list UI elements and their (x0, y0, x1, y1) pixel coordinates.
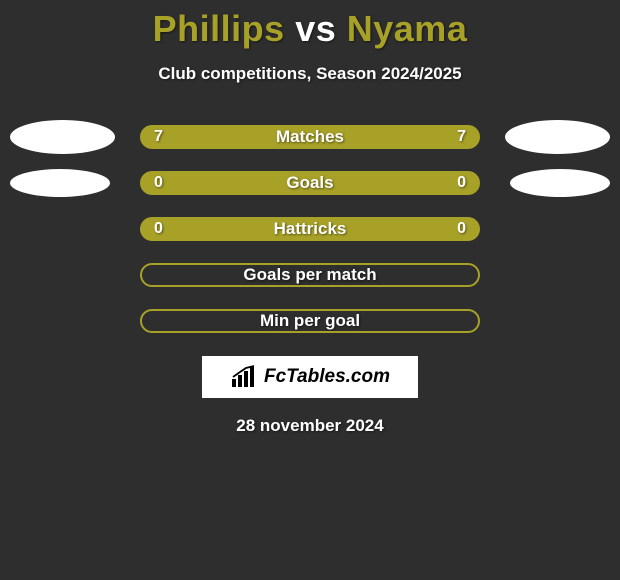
stat-row: Goals per match (140, 263, 480, 287)
stat-label: Min per goal (142, 311, 478, 331)
stat-right-value: 0 (457, 174, 466, 192)
stat-label: Goals per match (142, 265, 478, 285)
right-badge-icon (510, 169, 610, 197)
stat-wrap: Hattricks0 0 (0, 206, 620, 252)
stat-label: Matches (140, 127, 480, 147)
stat-row: Matches7 7 (140, 125, 480, 149)
vs-separator: vs (295, 8, 336, 49)
watermark: FcTables.com (202, 356, 418, 398)
stat-wrap: Min per goal (0, 298, 620, 344)
watermark-icon (230, 365, 258, 389)
stat-label: Goals (140, 173, 480, 193)
stat-row: Hattricks0 0 (140, 217, 480, 241)
stat-row: Min per goal (140, 309, 480, 333)
stat-left-value: 7 (154, 128, 163, 146)
stat-right-value: 0 (457, 220, 466, 238)
page-title: Phillips vs Nyama (0, 0, 620, 50)
watermark-text: FcTables.com (264, 366, 390, 388)
left-badge-icon (10, 169, 110, 197)
player1-name: Phillips (153, 8, 285, 49)
stats-container: Matches77Goals00Hattricks00Goals per mat… (0, 114, 620, 344)
player2-name: Nyama (347, 8, 468, 49)
date-line: 28 november 2024 (0, 416, 620, 436)
stat-row: Goals0 0 (140, 171, 480, 195)
stat-label: Hattricks (140, 219, 480, 239)
stat-left-value: 0 (154, 174, 163, 192)
stat-wrap: Goals per match (0, 252, 620, 298)
subtitle: Club competitions, Season 2024/2025 (0, 64, 620, 84)
stat-right-value: 7 (457, 128, 466, 146)
right-badge-icon (505, 120, 610, 154)
stat-wrap: Goals0 0 (0, 160, 620, 206)
stat-wrap: Matches7 7 (0, 114, 620, 160)
left-badge-icon (10, 120, 115, 154)
stat-left-value: 0 (154, 220, 163, 238)
